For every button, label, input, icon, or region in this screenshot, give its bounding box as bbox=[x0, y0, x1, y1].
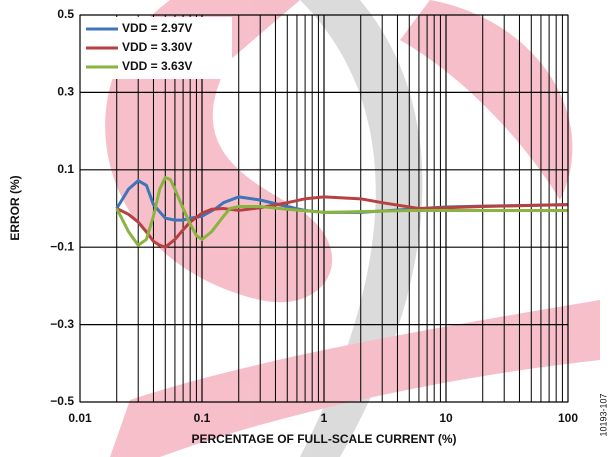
plot-frame bbox=[79, 14, 569, 403]
legend-label: VDD = 3.63V bbox=[122, 59, 192, 73]
series-line bbox=[115, 176, 568, 247]
y-tick-label: 0.5 bbox=[57, 7, 74, 21]
y-tick-label: −0.3 bbox=[50, 317, 74, 331]
x-tick-label: 100 bbox=[558, 411, 578, 425]
x-tick-label: 0.1 bbox=[194, 411, 211, 425]
x-tick-label: 10 bbox=[439, 411, 453, 425]
y-tick-label: −0.1 bbox=[50, 239, 74, 253]
y-tick-label: −0.5 bbox=[50, 394, 74, 408]
legend-label: VDD = 2.97V bbox=[122, 21, 192, 35]
x-tick-label: 1 bbox=[321, 411, 328, 425]
y-tick-label: 0.3 bbox=[57, 85, 74, 99]
series-line bbox=[116, 195, 569, 249]
x-tick-label: 0.01 bbox=[68, 411, 92, 425]
figure-id: 10193-107 bbox=[598, 393, 608, 436]
x-axis-label: PERCENTAGE OF FULL-SCALE CURRENT (%) bbox=[191, 432, 456, 446]
legend: VDD = 2.97V VDD = 3.30V VDD = 3.63V bbox=[82, 17, 232, 79]
legend-label: VDD = 3.30V bbox=[122, 40, 192, 54]
y-axis-label: ERROR (%) bbox=[8, 175, 22, 240]
y-tick-label: 0.1 bbox=[57, 162, 74, 176]
